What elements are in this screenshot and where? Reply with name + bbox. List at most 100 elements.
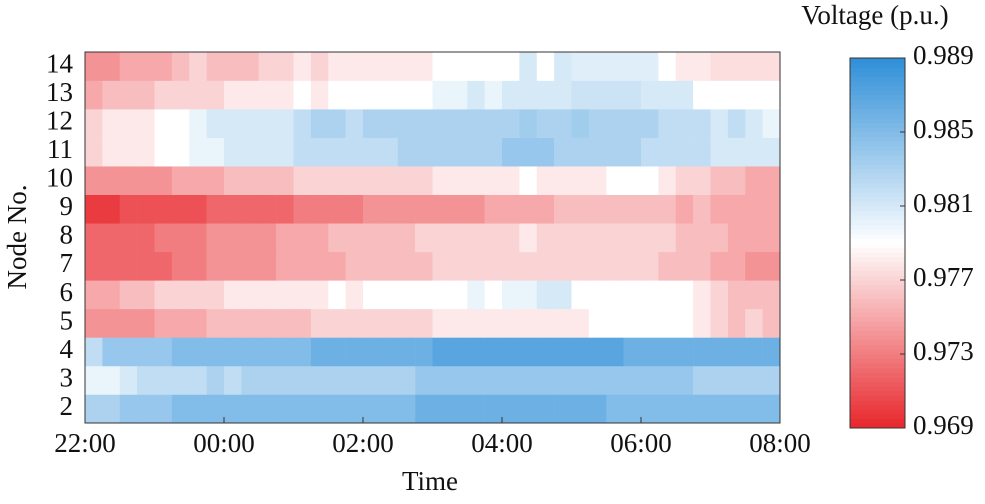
heat-cell (345, 109, 364, 138)
heat-cell (641, 337, 659, 367)
heat-cell (745, 52, 763, 81)
colorbar-band (850, 155, 905, 161)
heat-cell (206, 394, 225, 424)
heat-cell (484, 80, 503, 110)
colorbar-band (850, 395, 905, 401)
heat-cell (484, 109, 503, 138)
heat-cell (154, 194, 173, 224)
colorbar-band (850, 317, 905, 323)
heat-cell (171, 223, 190, 253)
heat-cell (397, 394, 416, 424)
colorbar-tick-label: 0.989 (913, 40, 974, 70)
heat-cell (206, 337, 225, 367)
heat-cell (675, 80, 694, 110)
colorbar-band (850, 85, 905, 91)
heat-cell (675, 337, 694, 367)
heat-cell (658, 80, 677, 110)
heat-cell (727, 223, 746, 253)
heat-cell (432, 337, 451, 367)
heat-cell (519, 394, 538, 424)
heat-cell (293, 308, 312, 338)
heat-cell (119, 109, 138, 138)
colorbar-band (850, 367, 905, 373)
heat-cell (484, 52, 503, 81)
heat-cell (224, 251, 242, 281)
heat-cell (415, 308, 433, 338)
heat-cell (276, 308, 294, 338)
heat-cell (693, 80, 711, 110)
heat-cell (606, 337, 624, 367)
heat-cell (536, 194, 555, 224)
heat-cell (675, 194, 694, 224)
heat-cell (119, 308, 138, 338)
colorbar-band (850, 363, 905, 369)
colorbar-band (850, 104, 905, 110)
heat-cell (641, 365, 659, 395)
heat-cell (536, 109, 555, 138)
heat-cell (693, 52, 711, 81)
heat-cell (380, 166, 399, 195)
heat-cell (484, 365, 503, 395)
heat-cell (693, 308, 711, 338)
heat-cell (224, 280, 242, 310)
heat-cell (85, 52, 103, 81)
heat-cell (363, 137, 381, 167)
heat-cell (328, 80, 346, 110)
colorbar-band (850, 275, 905, 281)
heat-cell (762, 166, 781, 195)
heat-cell (571, 137, 590, 167)
heat-cell (380, 365, 399, 395)
heat-cell (519, 166, 538, 195)
heat-cell (432, 137, 451, 167)
heat-cell (502, 337, 520, 367)
heat-cell (467, 137, 485, 167)
heat-cell (328, 308, 346, 338)
heat-cell (224, 223, 242, 253)
heat-cell (345, 194, 364, 224)
heat-cell (397, 194, 416, 224)
heat-cell (345, 365, 364, 395)
colorbar-band (850, 404, 905, 410)
heat-cell (745, 365, 763, 395)
heat-cell (432, 223, 451, 253)
colorbar-band (850, 284, 905, 290)
heat-cell (710, 365, 729, 395)
heat-cell (206, 166, 225, 195)
heat-cell (119, 394, 138, 424)
heat-cell (727, 280, 746, 310)
colorbar-band (850, 289, 905, 295)
heat-cell (119, 223, 138, 253)
heat-cell (502, 52, 520, 81)
heat-cell (328, 109, 346, 138)
heat-cell (328, 280, 346, 310)
heat-cell (484, 280, 503, 310)
heat-cell (189, 280, 207, 310)
heat-cell (276, 223, 294, 253)
heat-cell (449, 223, 468, 253)
y-tick-label: 13 (46, 77, 73, 107)
heat-cell (762, 137, 781, 167)
heat-cell (588, 166, 607, 195)
y-tick-label: 12 (46, 106, 73, 136)
heat-cell (623, 109, 642, 138)
heat-cell (258, 194, 277, 224)
heat-cell (502, 223, 520, 253)
heat-cell (293, 80, 312, 110)
heat-cell (85, 394, 103, 424)
heat-cell (258, 365, 277, 395)
heat-cell (85, 308, 103, 338)
heat-cell (154, 109, 173, 138)
heat-cell (258, 308, 277, 338)
x-tick-label: 06:00 (610, 428, 672, 458)
colorbar-band (850, 118, 905, 124)
heat-cell (641, 280, 659, 310)
heat-cell (119, 280, 138, 310)
heat-cell (762, 194, 781, 224)
heat-cell (641, 166, 659, 195)
colorbar-band (850, 122, 905, 128)
y-tick-label: 9 (60, 191, 74, 221)
heat-cell (293, 223, 312, 253)
heat-cell (658, 137, 677, 167)
heat-cell (658, 394, 677, 424)
colorbar-band (850, 136, 905, 142)
